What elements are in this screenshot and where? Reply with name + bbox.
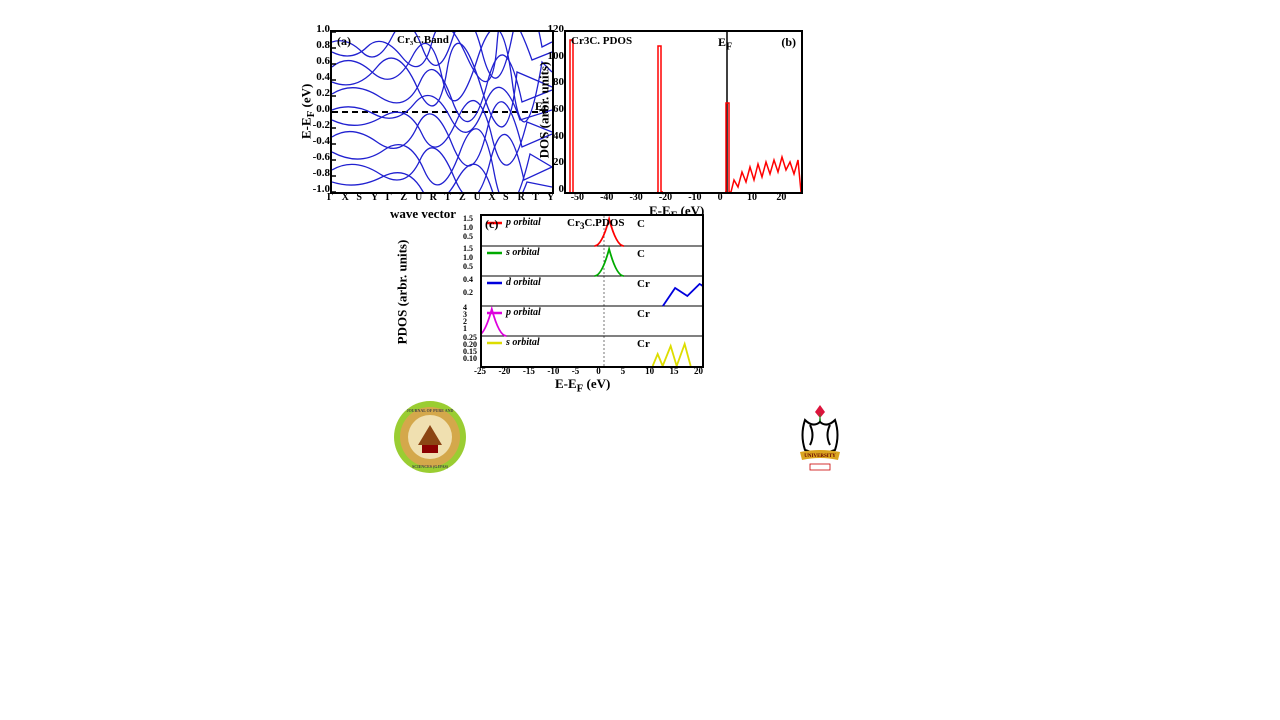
pdos-ylabel: PDOS (arbr. units) [394, 240, 410, 345]
band-ylabel: E-EF (eV) [298, 84, 317, 139]
svg-text:SCIENCES (GJPAS): SCIENCES (GJPAS) [412, 464, 449, 469]
dos-plot: Cr3C. PDOS (b) EF [564, 30, 803, 194]
dos-sub: (b) [781, 35, 796, 50]
band-title: Cr₃C.Band [397, 34, 449, 46]
dos-svg [566, 32, 801, 192]
university-logo: UNIVERSITY [780, 400, 860, 475]
band-svg [332, 32, 552, 192]
top-row: Cr₃C.Band (a) EF -1.0-0.8-0.6-0.4-0.20.0… [330, 30, 870, 194]
pdos-plot: (c) Cr3C.PDOS p orbitalCs orbitalCd orbi… [480, 214, 704, 368]
journal-logo: JOURNAL OF PURE AND SCIENCES (GJPAS) [390, 400, 470, 475]
pdos-container: (c) Cr3C.PDOS p orbitalCs orbitalCd orbi… [330, 214, 870, 368]
figure-area: Cr₃C.Band (a) EF -1.0-0.8-0.6-0.4-0.20.0… [330, 30, 870, 368]
dos-container: Cr3C. PDOS (b) EF 020406080100120 -50-40… [564, 30, 803, 194]
svg-text:JOURNAL OF PURE AND: JOURNAL OF PURE AND [407, 408, 454, 413]
pdos-title: Cr3C.PDOS [567, 217, 624, 231]
band-sub: (a) [337, 34, 351, 49]
pdos-sub: (c) [485, 217, 498, 232]
svg-text:UNIVERSITY: UNIVERSITY [804, 454, 836, 459]
logos-row: JOURNAL OF PURE AND SCIENCES (GJPAS) UNI… [390, 400, 860, 475]
band-container: Cr₃C.Band (a) EF -1.0-0.8-0.6-0.4-0.20.0… [330, 30, 554, 194]
dos-title: Cr3C. PDOS [571, 35, 632, 47]
dos-ylabel: DOS (arbr. units) [536, 62, 552, 159]
band-plot: Cr₃C.Band (a) EF [330, 30, 554, 194]
dos-ef: EF [718, 35, 732, 52]
pdos-xlabel: E-EF (eV) [555, 376, 610, 395]
